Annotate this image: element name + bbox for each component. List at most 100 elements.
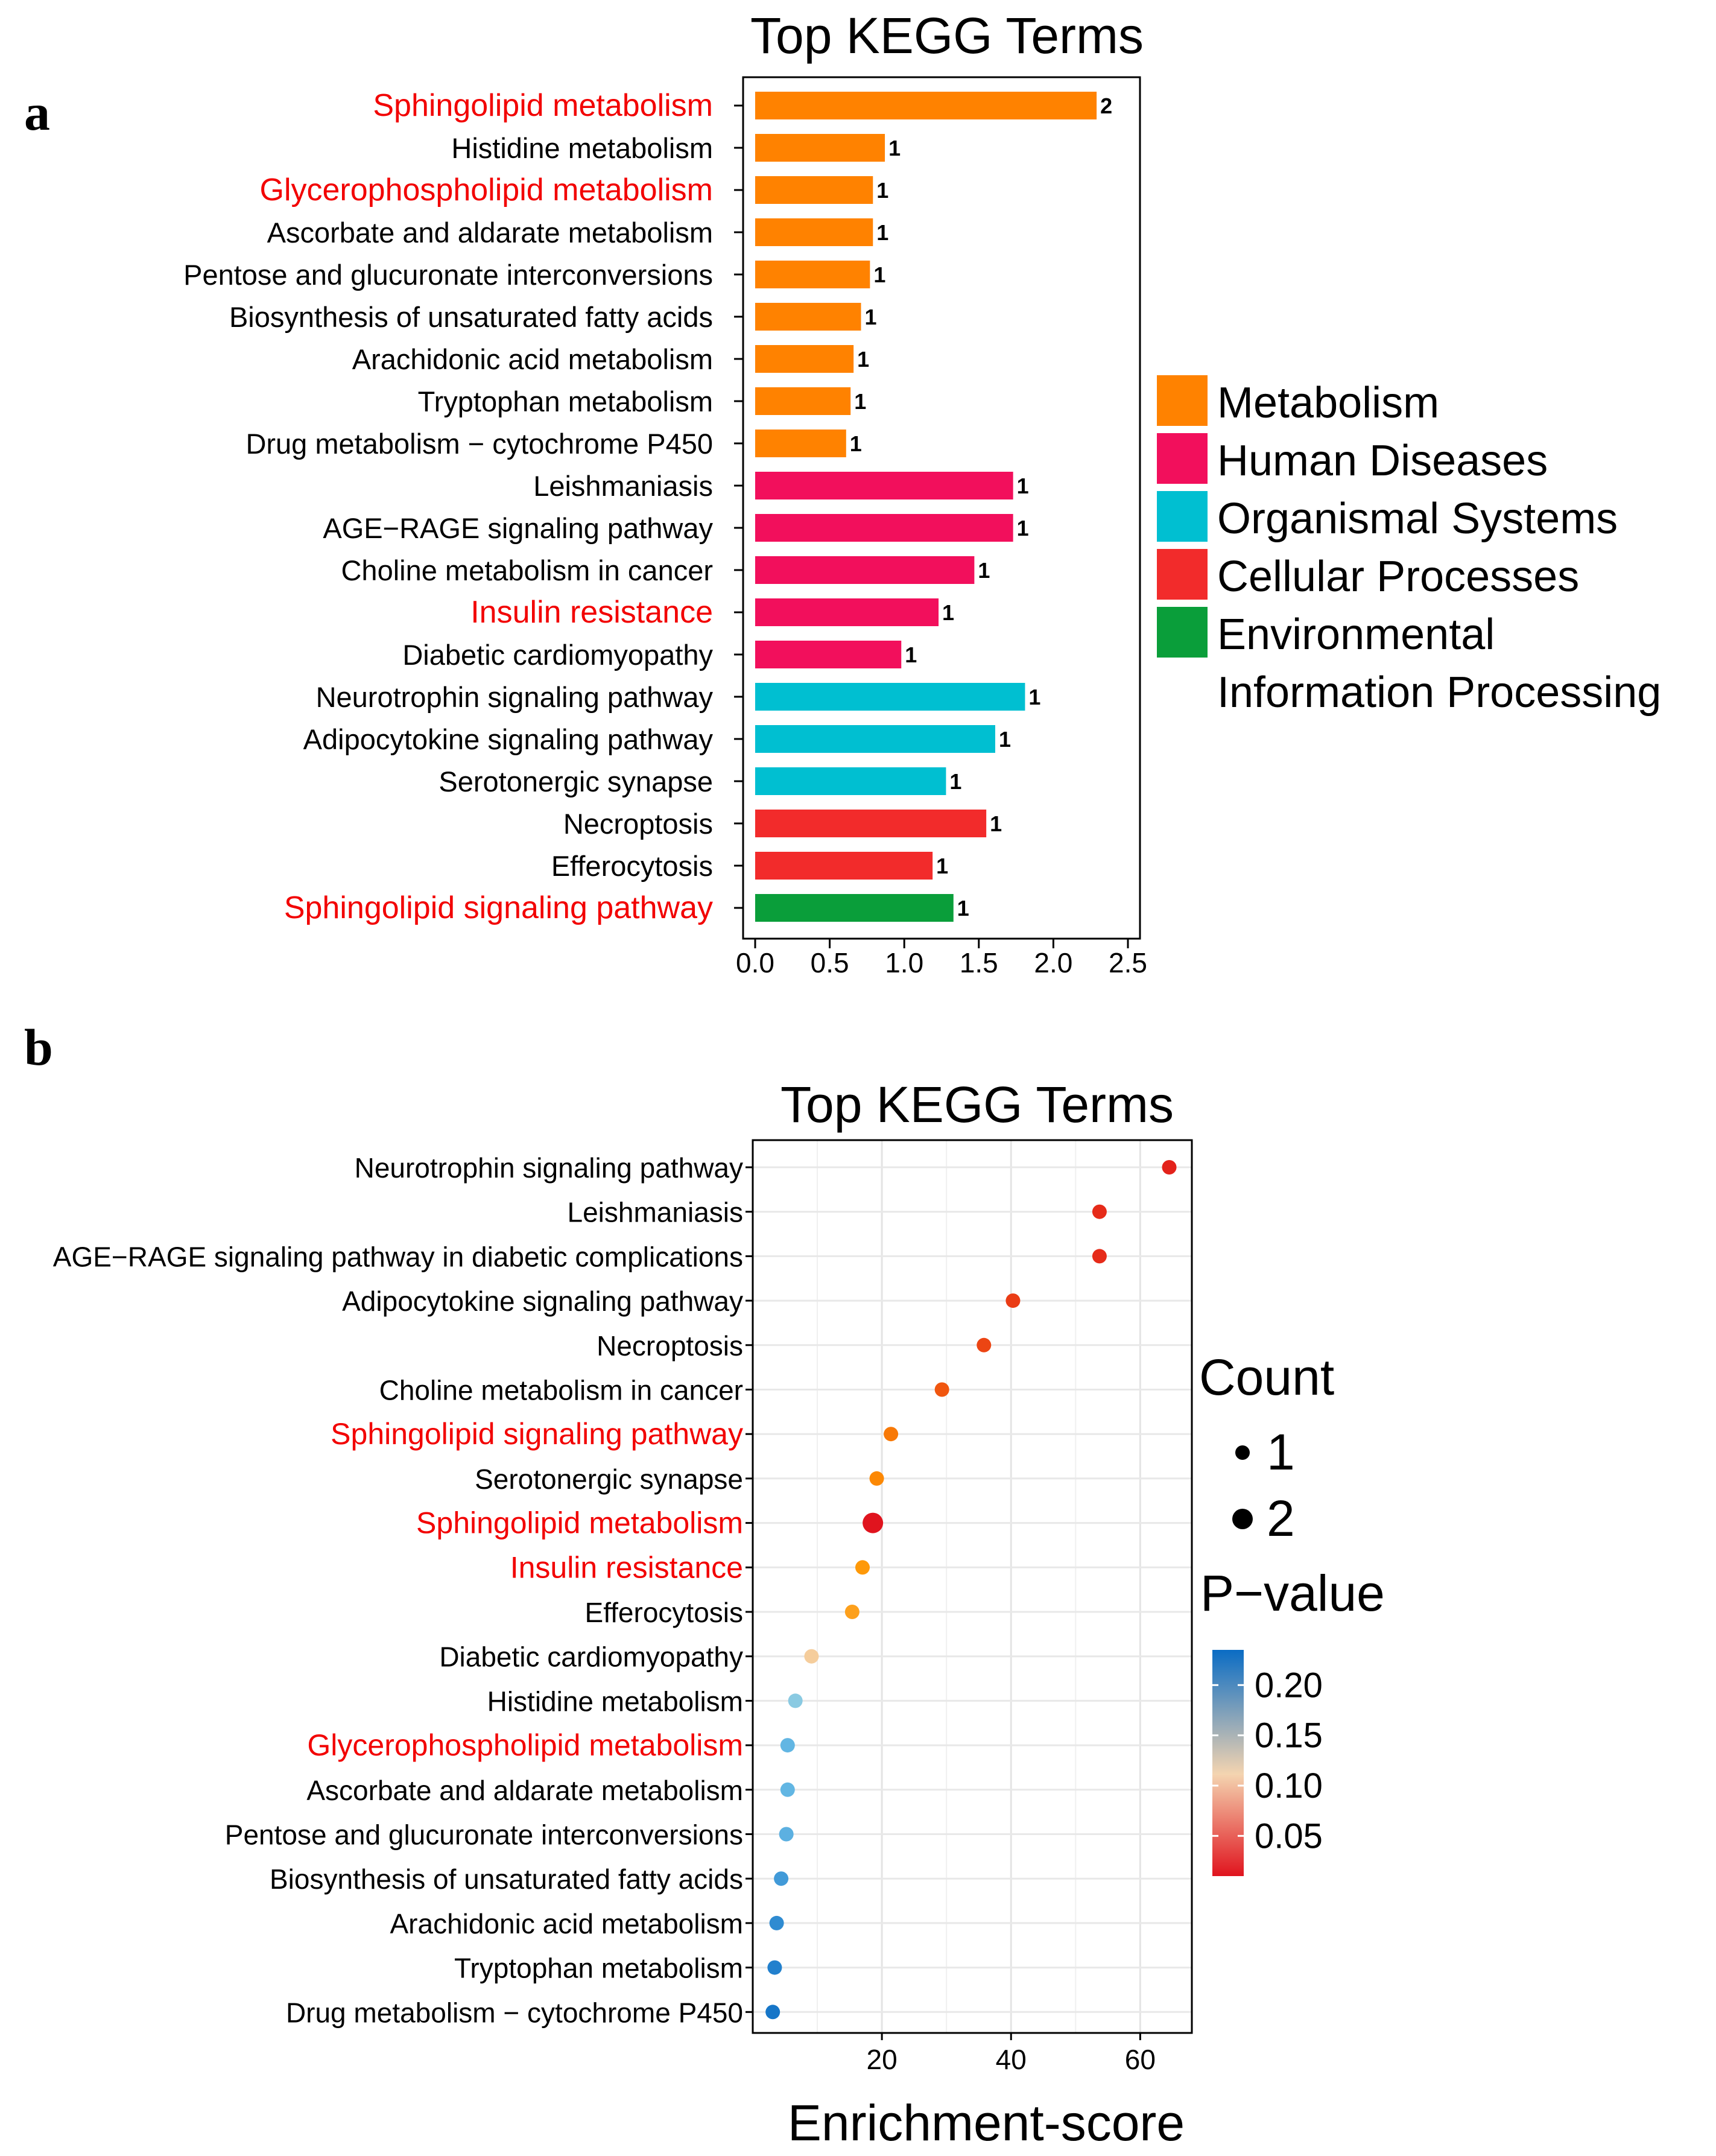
x-tick-label: 40 <box>996 2044 1027 2075</box>
legend-label: Environmental <box>1217 610 1495 659</box>
colorbar-tick-label: 0.20 <box>1255 1666 1323 1705</box>
bar <box>755 472 1013 499</box>
bar-count-label: 1 <box>876 220 888 245</box>
legend-label: Organismal Systems <box>1217 495 1618 543</box>
bar-count-label: 1 <box>1017 516 1029 541</box>
y-axis-label: Biosynthesis of unsaturated fatty acids <box>229 301 713 333</box>
bar-count-label: 1 <box>876 178 888 203</box>
x-tick-label: 1.5 <box>960 947 998 978</box>
panel-a-y-ticks <box>734 104 743 909</box>
x-tick-label: 60 <box>1125 2044 1156 2075</box>
y-axis-label: Ascorbate and aldarate metabolism <box>306 1775 743 1806</box>
x-tick-label: 2.5 <box>1109 947 1147 978</box>
pvalue-colorbar <box>1212 1650 1244 1876</box>
x-tick-label: 20 <box>867 2044 898 2075</box>
bar-count-label: 1 <box>999 727 1011 752</box>
y-axis-label: Serotonergic synapse <box>438 766 713 797</box>
bar-count-label: 1 <box>957 896 969 921</box>
bar-count-label: 1 <box>1017 474 1029 498</box>
bar <box>755 387 851 415</box>
data-point <box>869 1471 884 1486</box>
bar <box>755 683 1025 711</box>
bar <box>755 810 987 837</box>
data-point <box>788 1693 803 1708</box>
y-axis-label: Pentose and glucuronate interconversions <box>225 1819 743 1851</box>
panel-a-x-axis: 0.0 0.5 1.0 1.5 2.0 2.5 <box>736 939 1147 978</box>
data-point <box>804 1649 819 1664</box>
data-point <box>769 1915 784 1930</box>
y-axis-label: Pentose and glucuronate interconversions <box>183 259 713 291</box>
panel-b-x-axis-title: Enrichment-score <box>788 2094 1185 2151</box>
bar-count-label: 1 <box>990 811 1002 836</box>
y-axis-label: Adipocytokine signaling pathway <box>303 723 714 755</box>
y-axis-label: Efferocytosis <box>551 850 713 882</box>
bar <box>755 641 902 668</box>
bar-count-label: 1 <box>888 136 901 160</box>
data-point <box>863 1512 884 1533</box>
bar <box>755 176 873 204</box>
data-point <box>1092 1249 1107 1264</box>
panel-b-plot-frame <box>752 1139 1193 2034</box>
legend-label: Human Diseases <box>1217 437 1548 485</box>
data-point <box>767 1960 782 1975</box>
bar <box>755 725 995 753</box>
legend-swatch <box>1157 433 1208 484</box>
y-axis-label: Sphingolipid metabolism <box>416 1506 743 1540</box>
data-point <box>1092 1204 1107 1219</box>
data-point <box>1162 1160 1177 1175</box>
y-axis-label: Arachidonic acid metabolism <box>390 1908 744 1939</box>
count-legend-dot <box>1235 1445 1250 1460</box>
bar-count-label: 1 <box>949 769 961 794</box>
bar-count-label: 1 <box>978 558 990 583</box>
y-axis-label: Tryptophan metabolism <box>418 385 713 417</box>
colorbar-tick-label: 0.05 <box>1255 1816 1323 1856</box>
count-legend-label: 2 <box>1267 1490 1295 1547</box>
y-axis-label: Sphingolipid signaling pathway <box>331 1417 743 1451</box>
panel-a-plot-frame <box>742 76 1141 940</box>
bar <box>755 430 846 457</box>
y-axis-label: Insulin resistance <box>510 1550 743 1584</box>
bar-count-label: 2 <box>1100 94 1112 118</box>
y-axis-label: Sphingolipid signaling pathway <box>284 890 713 925</box>
y-axis-label: Biosynthesis of unsaturated fatty acids <box>270 1863 743 1895</box>
y-axis-label: Drug metabolism − cytochrome P450 <box>245 428 713 460</box>
y-axis-label: Choline metabolism in cancer <box>341 554 713 586</box>
bar <box>755 218 873 246</box>
panel-b-label: b <box>24 1018 53 1076</box>
bar <box>755 92 1097 119</box>
data-point <box>779 1827 794 1842</box>
bar-count-label: 1 <box>850 431 862 456</box>
panel-a-label: a <box>24 83 50 141</box>
legend-label: Cellular Processes <box>1217 553 1579 601</box>
y-axis-label: Necroptosis <box>563 808 713 840</box>
y-axis-label: Necroptosis <box>597 1330 743 1362</box>
data-point <box>765 2005 780 2020</box>
x-tick-label: 0.5 <box>811 947 849 978</box>
count-legend-label: 1 <box>1267 1424 1295 1480</box>
colorbar-tick-label: 0.15 <box>1255 1716 1323 1755</box>
y-axis-label: Adipocytokine signaling pathway <box>342 1286 743 1317</box>
y-axis-label: AGE−RAGE signaling pathway in diabetic c… <box>53 1241 743 1272</box>
y-axis-label: Ascorbate and aldarate metabolism <box>267 217 713 249</box>
pvalue-legend-title: P−value <box>1200 1565 1385 1622</box>
y-axis-label: Arachidonic acid metabolism <box>352 343 713 375</box>
x-tick-label: 2.0 <box>1034 947 1072 978</box>
bar <box>755 134 885 162</box>
y-axis-label: Glycerophospholipid metabolism <box>260 173 714 208</box>
y-axis-label: Leishmaniasis <box>533 470 713 502</box>
bar-count-label: 1 <box>1028 685 1040 709</box>
y-axis-label: Choline metabolism in cancer <box>379 1375 743 1406</box>
y-axis-label: Efferocytosis <box>585 1597 743 1628</box>
y-axis-label: Insulin resistance <box>470 595 713 630</box>
bar <box>755 345 854 373</box>
y-axis-label: Serotonergic synapse <box>475 1463 743 1495</box>
panel-b-x-axis: 20 40 60 <box>867 2033 1156 2075</box>
count-legend-title: Count <box>1199 1349 1334 1406</box>
y-axis-label: Sphingolipid metabolism <box>373 88 713 123</box>
y-axis-label: Neurotrophin signaling pathway <box>316 681 714 713</box>
data-point <box>977 1337 992 1352</box>
y-axis-label: Diabetic cardiomyopathy <box>439 1641 743 1673</box>
panel-b-y-axis-labels: Neurotrophin signaling pathway Leishmania… <box>53 1152 743 2028</box>
bar <box>755 514 1013 542</box>
